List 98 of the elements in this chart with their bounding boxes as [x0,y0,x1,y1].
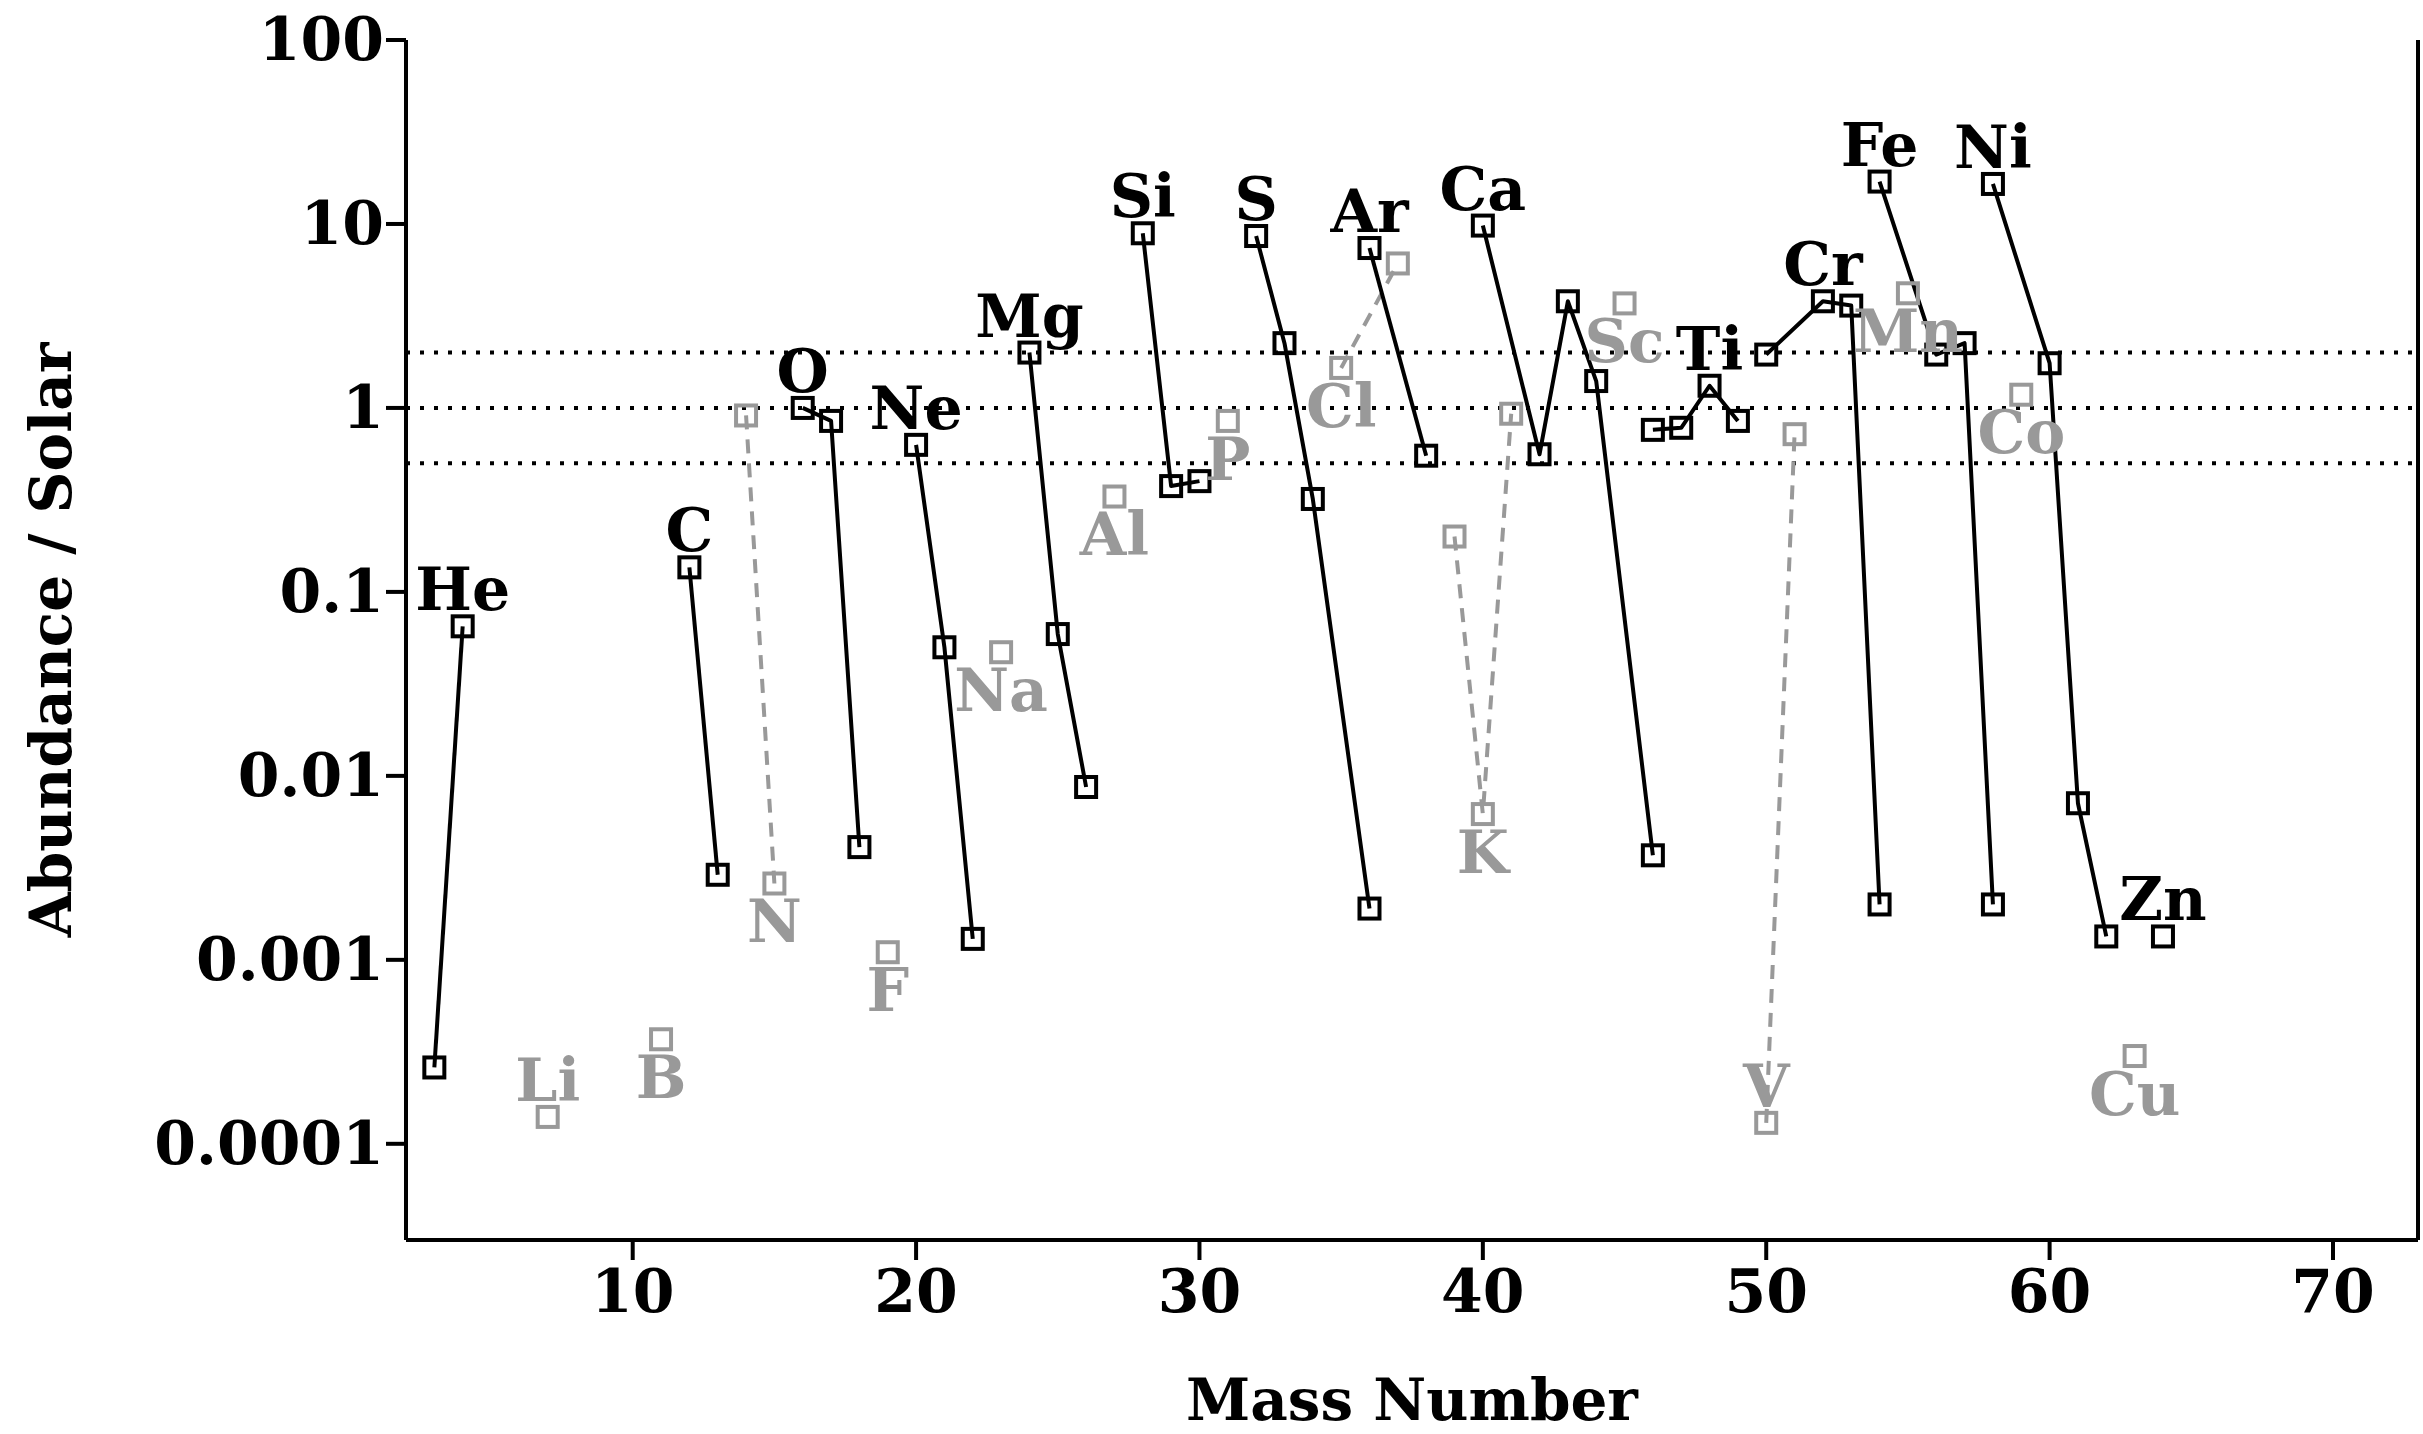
point [1980,892,2005,917]
point [1754,342,1779,367]
point [1102,484,1127,509]
point [1980,171,2005,196]
point [819,408,844,433]
point [1725,408,1750,433]
point [1470,802,1495,827]
point [1357,896,1382,921]
point [1867,169,1892,194]
point [762,871,787,896]
point [847,835,872,860]
y-tick-label: 0.01 [237,739,384,810]
y-tick-label: 0.0001 [154,1107,384,1178]
y-axis-title: Abundance / Solar [16,341,85,939]
point [1612,291,1637,316]
series-label: Si [1109,161,1176,232]
point [1782,422,1807,447]
series-label: N [746,886,802,957]
x-tick-label: 70 [2291,1256,2375,1326]
x-tick-label: 10 [590,1256,675,1326]
series-label: B [635,1041,687,1112]
series-label: Sc [1584,306,1665,376]
x-tick-label: 60 [2007,1256,2092,1326]
series-label: P [1205,423,1251,494]
point [1555,289,1580,314]
series-label: C [665,495,714,566]
point [677,555,702,580]
y-tick-label: 0.1 [279,555,384,626]
point [1810,289,1835,314]
y-tick-label: 1 [342,371,384,442]
series-label: Ne [869,372,963,443]
point [989,640,1014,665]
point [1130,221,1155,246]
series-label: V [1741,1050,1791,1121]
point [1640,843,1665,868]
point [2150,924,2175,949]
y-tick-label: 100 [258,4,384,74]
series-label: Li [515,1044,581,1115]
x-axis-title: Mass Number [1186,1366,1640,1434]
series-label: Ni [1954,111,2032,182]
point [904,432,929,457]
point [1244,224,1269,249]
point [2065,791,2090,816]
point [1215,408,1240,433]
point [1669,415,1694,440]
point [1499,401,1524,426]
point [1074,775,1099,799]
x-tick-label: 40 [1441,1256,1525,1326]
point [2094,924,2119,949]
point [1045,622,1070,647]
point [1357,236,1382,261]
y-tick-label: 10 [300,187,384,258]
series-label: Na [954,654,1048,725]
series-label: Mg [975,280,1084,351]
series-label: S [1234,164,1278,235]
point [1754,1110,1779,1135]
point [1272,331,1297,356]
x-tick-label: 20 [874,1256,958,1326]
series-label: Ca [1439,153,1527,224]
series-label: O [776,335,829,406]
point [450,614,475,639]
point [1470,213,1495,238]
point [1159,474,1184,499]
point [2122,1044,2147,1069]
x-tick-label: 50 [1724,1256,1808,1326]
series-label: Cl [1305,370,1377,441]
point [2037,351,2062,376]
point [422,1055,447,1080]
series-label: K [1456,816,1511,887]
series-label: Al [1078,499,1150,570]
point [1329,355,1354,380]
point [875,940,900,965]
series-label: Cr [1783,229,1864,300]
point [705,862,730,887]
point [1385,251,1410,276]
point [1867,892,1892,917]
point [734,403,759,428]
series-label: F [866,954,910,1025]
point [1414,443,1439,468]
point [1527,442,1552,467]
point [1300,486,1325,511]
point [932,635,957,660]
y-tick-label: 0.001 [196,923,384,994]
point [790,395,815,420]
series-label: Cu [2088,1058,2181,1129]
x-tick-label: 30 [1157,1256,1242,1326]
point [1640,417,1665,442]
series-label: Fe [1840,109,1919,180]
point [649,1027,674,1052]
point [1697,373,1722,398]
series-label: Zn [2119,864,2207,935]
point [960,926,985,951]
series-label: Ar [1329,176,1410,247]
series-label: Ti [1675,313,1744,384]
point [535,1104,560,1129]
point [1584,369,1609,394]
point [1442,524,1467,549]
legend-label: He [415,554,511,625]
